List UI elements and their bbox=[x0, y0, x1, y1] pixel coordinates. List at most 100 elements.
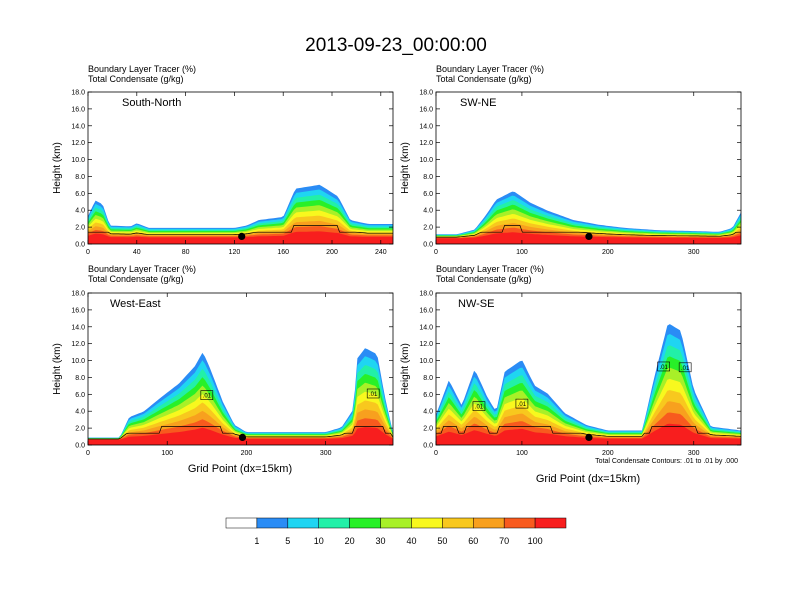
panel-legend-line2: Total Condensate (g/kg) bbox=[88, 274, 184, 284]
x-axis-label: Grid Point (dx=15km) bbox=[536, 473, 640, 485]
contour-label-box bbox=[657, 361, 670, 372]
plot-area: 0.0 2.0 4.0 6.0 8.0 10.0 12.0 14.0 16.0 18.0 0 100 2… bbox=[71, 291, 394, 457]
x-tick-label: 200 bbox=[326, 249, 338, 256]
y-tick-label: 2.0 bbox=[423, 225, 433, 232]
y-tick-label: 6.0 bbox=[75, 191, 85, 198]
panel-legend-line1: Boundary Layer Tracer (%) bbox=[436, 264, 544, 274]
y-tick-label: 0.0 bbox=[75, 242, 85, 249]
colorbar: 1 5 10 20 30 40 50 60 70 100 bbox=[225, 517, 567, 546]
y-tick-label: 10.0 bbox=[71, 358, 85, 365]
colorbar-label: 100 bbox=[528, 536, 543, 546]
y-tick-label: 18.0 bbox=[419, 291, 433, 298]
x-tick-label: 0 bbox=[86, 450, 90, 457]
y-axis-label: Height (km) bbox=[52, 142, 63, 194]
y-tick-label: 10.0 bbox=[71, 157, 85, 164]
colorbar-label: 1 bbox=[254, 536, 259, 546]
figure-title: 2013-09-23_00:00:00 bbox=[305, 35, 487, 56]
panel-nw-se: Boundary Layer Tracer (%) Total Condensa… bbox=[400, 264, 742, 485]
y-axis-label: Height (km) bbox=[400, 343, 411, 395]
y-tick-label: 6.0 bbox=[75, 392, 85, 399]
y-tick-label: 14.0 bbox=[71, 123, 85, 130]
contour-label-box bbox=[366, 388, 380, 399]
y-tick-label: 0.0 bbox=[423, 443, 433, 450]
location-marker bbox=[585, 433, 593, 441]
contour-label-box bbox=[200, 390, 214, 400]
tracer-band-10 bbox=[88, 427, 393, 445]
x-tick-label: 200 bbox=[241, 450, 253, 457]
panel-south-north: Boundary Layer Tracer (%) Total Condensa… bbox=[52, 64, 394, 256]
contour-label: .01 bbox=[660, 365, 669, 371]
colorbar-swatch bbox=[225, 517, 258, 529]
y-tick-label: 12.0 bbox=[71, 140, 85, 147]
tracer-band-10 bbox=[436, 423, 741, 445]
y-tick-label: 6.0 bbox=[423, 392, 433, 399]
contour-label-box bbox=[678, 362, 692, 373]
contour-note: Total Condensate Contours: .01 to .01 by… bbox=[595, 458, 738, 465]
panel-legend-line1: Boundary Layer Tracer (%) bbox=[88, 264, 196, 274]
colorbar-swatch bbox=[411, 517, 443, 529]
colorbar-swatch bbox=[380, 517, 412, 529]
x-tick-label: 300 bbox=[688, 450, 700, 457]
y-tick-label: 18.0 bbox=[71, 291, 85, 298]
contour-label: .01 bbox=[203, 394, 212, 400]
colorbar-swatch bbox=[534, 517, 567, 529]
colorbar-swatch bbox=[287, 517, 319, 529]
x-tick-label: 0 bbox=[434, 450, 438, 457]
y-tick-label: 0.0 bbox=[75, 443, 85, 450]
colorbar-label: 60 bbox=[468, 536, 478, 546]
x-tick-label: 200 bbox=[602, 249, 614, 256]
colorbar-label: 5 bbox=[285, 536, 290, 546]
x-tick-label: 120 bbox=[229, 249, 241, 256]
panel-title: SW-NE bbox=[460, 97, 496, 109]
y-tick-label: 4.0 bbox=[75, 208, 85, 215]
y-tick-label: 4.0 bbox=[423, 208, 433, 215]
y-tick-label: 14.0 bbox=[419, 324, 433, 331]
panel-west-east: Boundary Layer Tracer (%) Total Condensa… bbox=[52, 264, 394, 475]
y-tick-label: 12.0 bbox=[71, 341, 85, 348]
y-tick-label: 6.0 bbox=[423, 191, 433, 198]
panel-legend-line1: Boundary Layer Tracer (%) bbox=[436, 64, 544, 74]
plot-frame bbox=[435, 292, 742, 446]
y-tick-label: 8.0 bbox=[423, 174, 433, 181]
contour-label: .01 bbox=[475, 405, 484, 411]
colorbar-label: 50 bbox=[437, 536, 447, 546]
contour-label: .01 bbox=[518, 402, 527, 408]
panel-title: South-North bbox=[122, 97, 181, 109]
y-tick-label: 8.0 bbox=[75, 174, 85, 181]
y-tick-label: 0.0 bbox=[423, 242, 433, 249]
y-tick-label: 8.0 bbox=[75, 375, 85, 382]
panel-legend-line2: Total Condensate (g/kg) bbox=[88, 74, 184, 84]
plot-frame bbox=[87, 292, 394, 446]
y-tick-label: 16.0 bbox=[419, 307, 433, 314]
colorbar-swatch bbox=[503, 517, 536, 529]
panel-title: NW-SE bbox=[458, 298, 494, 310]
colorbar-swatch bbox=[318, 517, 350, 529]
y-tick-label: 12.0 bbox=[419, 341, 433, 348]
y-tick-label: 18.0 bbox=[419, 90, 433, 97]
panel-title: West-East bbox=[110, 298, 161, 310]
x-tick-label: 160 bbox=[277, 249, 289, 256]
contour-label: .01 bbox=[681, 366, 690, 372]
x-tick-label: 100 bbox=[161, 450, 173, 457]
panel-sw-ne: Boundary Layer Tracer (%) Total Condensa… bbox=[400, 64, 742, 256]
panel-legend-line1: Boundary Layer Tracer (%) bbox=[88, 64, 196, 74]
x-tick-label: 300 bbox=[688, 249, 700, 256]
panel-legend-line2: Total Condensate (g/kg) bbox=[436, 74, 532, 84]
y-tick-label: 16.0 bbox=[71, 106, 85, 113]
y-tick-label: 10.0 bbox=[419, 358, 433, 365]
x-tick-label: 100 bbox=[516, 249, 528, 256]
y-tick-label: 4.0 bbox=[75, 409, 85, 416]
y-tick-label: 16.0 bbox=[71, 307, 85, 314]
y-tick-label: 2.0 bbox=[75, 426, 85, 433]
plot-area: 0.0 2.0 4.0 6.0 8.0 10.0 12.0 14.0 16.0 18.0 0 100 2… bbox=[419, 291, 742, 457]
colorbar-label: 40 bbox=[406, 536, 416, 546]
y-tick-label: 14.0 bbox=[71, 324, 85, 331]
y-tick-label: 18.0 bbox=[71, 90, 85, 97]
y-tick-label: 10.0 bbox=[419, 157, 433, 164]
contour-label: .01 bbox=[369, 392, 378, 398]
plot-area: 0.0 2.0 4.0 6.0 8.0 10.0 12.0 14.0 16.0 18.0 0 40 80… bbox=[71, 90, 394, 256]
x-tick-label: 0 bbox=[86, 249, 90, 256]
location-marker bbox=[238, 232, 246, 240]
location-marker bbox=[585, 232, 593, 240]
